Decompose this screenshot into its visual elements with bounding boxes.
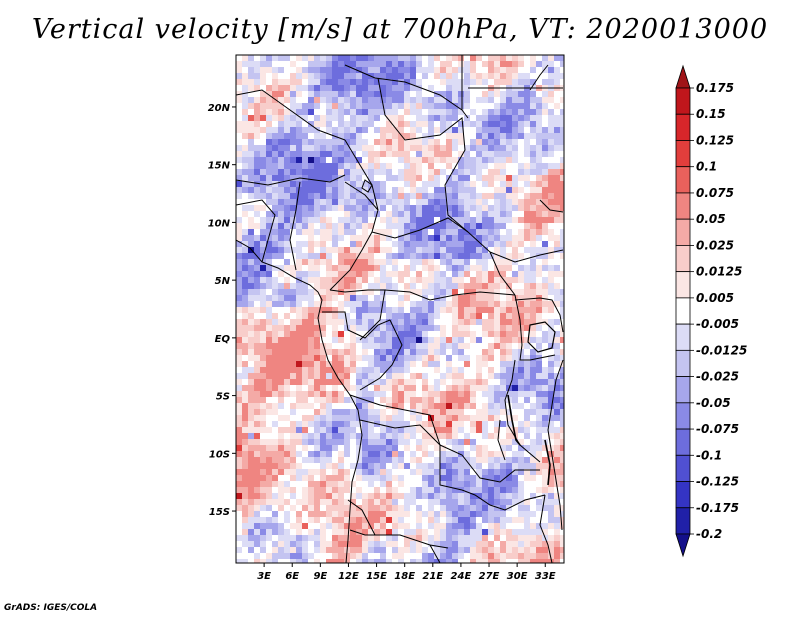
colorbar-bottom-arrow — [675, 533, 691, 558]
colorbar-label: -0.005 — [696, 317, 739, 331]
border-west-africa — [236, 199, 276, 263]
colorbar-swatch — [675, 454, 691, 482]
border-ethiopia — [489, 249, 564, 263]
border-zambia — [439, 444, 540, 483]
border-angola-south — [349, 529, 449, 549]
country-borders — [236, 55, 564, 563]
red-sea-coast — [529, 64, 549, 91]
colorbar-swatch — [675, 271, 691, 299]
colorbar-label: 0.005 — [696, 291, 734, 305]
border-chad-sudan — [377, 77, 469, 233]
lon-tick-label: 21E — [422, 571, 443, 582]
lon-tick-label: 24E — [451, 571, 472, 582]
border-niger-chad — [344, 139, 379, 211]
colorbar-swatch — [675, 218, 691, 246]
colorbar-swatch — [675, 166, 691, 194]
border-uganda — [514, 297, 564, 333]
velocity-field — [236, 55, 564, 563]
lon-tick-label: 27E — [479, 571, 500, 582]
lat-tick-label: 10N — [208, 218, 231, 229]
border-drc-angola — [349, 394, 441, 446]
colorbar-label: 0.075 — [696, 186, 734, 200]
colorbar-label: 0.125 — [696, 133, 734, 147]
lat-tick-label: 5S — [216, 392, 230, 403]
colorbar-swatch — [675, 349, 691, 377]
colorbar: 0.175 0.15 0.125 0.1 0.075 0.05 0.025 0.0125 0.0… — [675, 64, 747, 558]
lon-tick-label: 15E — [366, 571, 387, 582]
colorbar-label: 0.175 — [696, 81, 734, 95]
colorbar-swatch — [675, 245, 691, 273]
lon-tick-label: 3E — [257, 571, 271, 582]
colorbar-label: -0.05 — [696, 396, 731, 410]
colorbar-label: -0.075 — [696, 422, 739, 436]
colorbar-swatch — [675, 113, 691, 141]
lake-tanganyika — [507, 394, 521, 446]
border-drc-east — [497, 419, 506, 461]
colorbar-swatch — [675, 507, 691, 535]
border-gabon-congo — [322, 311, 391, 339]
colorbar-swatch — [675, 481, 691, 509]
border-tanzania — [504, 359, 541, 463]
east-border — [547, 359, 564, 531]
colorbar-label: 0.15 — [696, 107, 726, 121]
colorbar-label: -0.175 — [696, 501, 739, 515]
longitude-axis: 3E 6E 9E 12E 15E 18E 21E 24E 27E 30E 33E — [257, 563, 556, 582]
border-libya — [344, 64, 463, 111]
colorbar-swatch — [675, 297, 691, 325]
lat-tick-label: 5N — [215, 276, 231, 287]
border-congo-drc — [359, 319, 403, 391]
border-car — [371, 217, 516, 296]
colorbar-swatch — [675, 192, 691, 220]
lat-tick-label: EQ — [215, 334, 231, 345]
colorbar-label: 0.025 — [696, 238, 734, 252]
border-east-africa — [514, 294, 556, 361]
colorbar-swatch — [675, 140, 691, 168]
lat-tick-label: 10S — [209, 449, 230, 460]
coastline — [236, 239, 363, 563]
lake-victoria — [527, 321, 556, 353]
border-botswana — [429, 544, 441, 563]
lat-tick-label: 15N — [208, 161, 231, 172]
lake-malawi — [544, 439, 551, 486]
lon-tick-label: 18E — [394, 571, 415, 582]
border-mali-niger — [236, 174, 346, 186]
lat-tick-label: 15S — [209, 507, 230, 518]
border-zambia-south — [461, 489, 546, 511]
lat-tick-label: 20N — [208, 103, 231, 114]
colorbar-swatch — [675, 323, 691, 351]
colorbar-label: -0.1 — [696, 448, 722, 462]
colorbar-swatch — [675, 87, 691, 115]
border-ethiopia-north — [539, 199, 564, 213]
latitude-axis: 20N 15N 10N 5N EQ 5S 10S 15S — [208, 103, 236, 518]
colorbar-label: 0.1 — [696, 160, 717, 174]
border-egypt-sudan — [461, 55, 469, 119]
lon-tick-label: 33E — [535, 571, 556, 582]
colorbar-label: -0.0125 — [696, 343, 747, 357]
border-namibia — [347, 499, 376, 536]
lon-tick-label: 9E — [313, 571, 327, 582]
colorbar-swatch — [675, 376, 691, 404]
colorbar-label: -0.025 — [696, 370, 739, 384]
map-title: Vertical velocity [m/s] at 700hPa, VT: 2… — [31, 14, 769, 45]
lon-tick-label: 30E — [507, 571, 528, 582]
lake-chad — [361, 179, 373, 193]
border-algeria-niger — [236, 89, 346, 141]
colorbar-label: -0.125 — [696, 475, 739, 489]
footer-credit: GrADS: IGES/COLA — [4, 603, 98, 613]
colorbar-label: -0.2 — [696, 527, 722, 541]
colorbar-top-arrow — [675, 64, 691, 89]
border-mozambique — [539, 494, 553, 563]
colorbar-label: 0.0125 — [696, 265, 742, 279]
colorbar-swatch — [675, 428, 691, 456]
border-nigeria — [289, 181, 301, 271]
colorbar-swatch — [675, 402, 691, 430]
colorbar-label: 0.05 — [696, 212, 726, 226]
border-cameroon — [329, 289, 386, 341]
lon-tick-label: 12E — [338, 571, 359, 582]
border-car-south — [384, 289, 516, 301]
lon-tick-label: 6E — [285, 571, 299, 582]
border-angola-east — [359, 419, 463, 491]
map-frame — [235, 54, 565, 564]
